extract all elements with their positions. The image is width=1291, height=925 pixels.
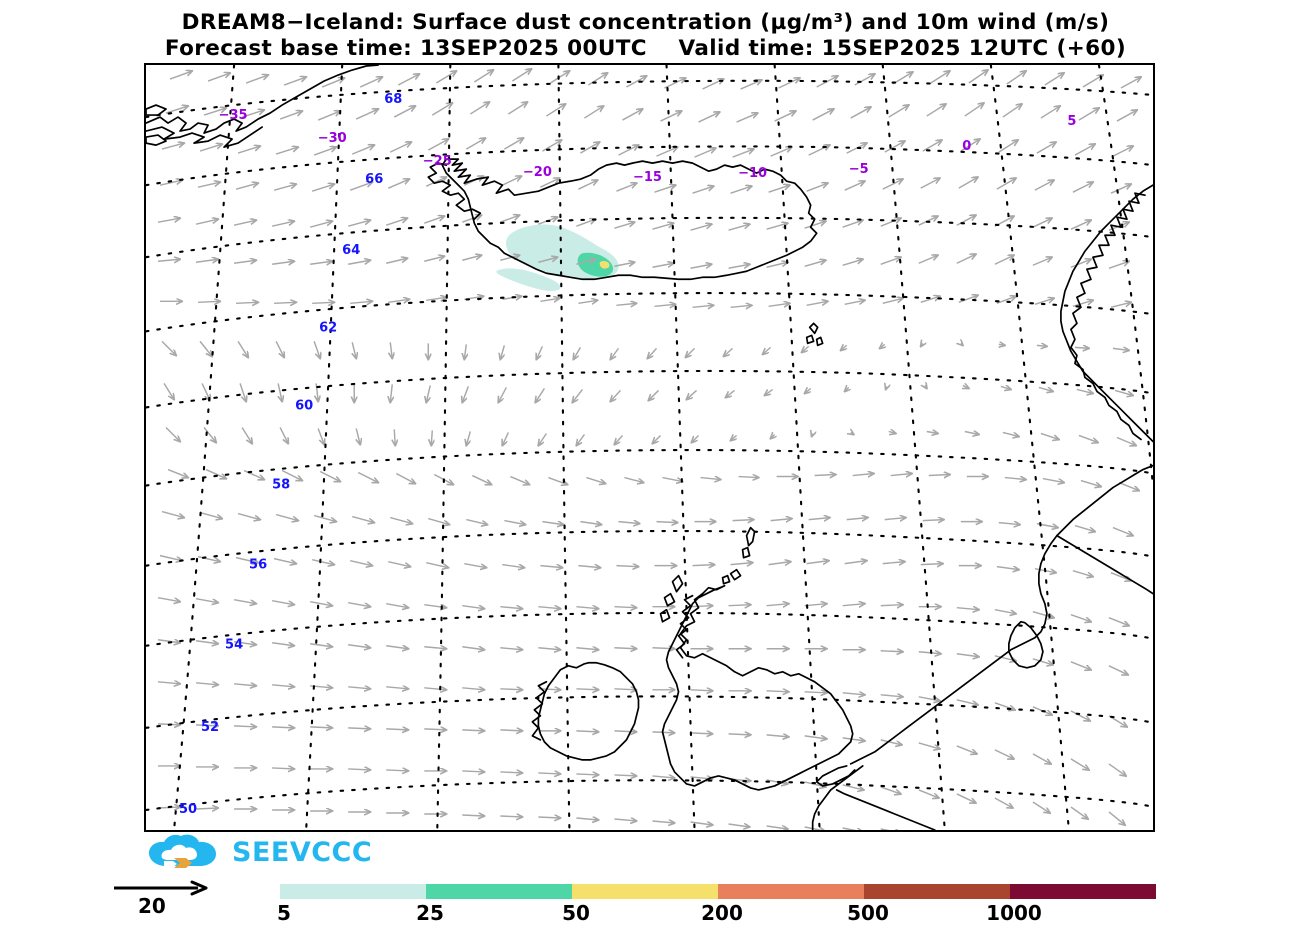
page-title: DREAM8−Iceland: Surface dust concentrati… (181, 10, 1110, 35)
lon-label-5: 5 (1067, 114, 1076, 129)
lon-label-0: 0 (962, 139, 971, 154)
colorbar-band-2 (572, 884, 718, 899)
colorbar-band-0 (280, 884, 426, 899)
meridian-5 (1097, 65, 1153, 487)
meridian-m30 (305, 65, 344, 830)
lat-label-62: 62 (319, 320, 337, 335)
coastline-iceland-westfjords-detail (427, 162, 482, 221)
meridian-0 (989, 65, 1070, 830)
lat-label-64: 64 (342, 243, 360, 258)
coastline-ireland (537, 661, 640, 761)
coastline-faroe-islands (805, 322, 824, 347)
colorbar-band-3 (718, 884, 864, 899)
colorbar-tick-4: 500 (847, 901, 889, 925)
lon-label-m15: −15 (633, 170, 662, 185)
lon-label-m10: −10 (738, 166, 767, 181)
wind-reference-label: 20 (138, 894, 166, 918)
wind-reference-vector: 20 (112, 880, 220, 922)
wind-arrow-icon (114, 880, 208, 896)
chart-title-block: DREAM8−Iceland: Surface dust concentrati… (0, 10, 1291, 62)
parallel-68 (146, 79, 1153, 119)
meridian-m20 (557, 65, 571, 830)
coastline-hebrides (659, 574, 684, 623)
coastline-ireland-west-detail (531, 680, 548, 741)
graticule (146, 65, 1153, 830)
coastline-baltic-approach (1056, 534, 1153, 595)
colorbar-tick-2: 50 (562, 901, 590, 925)
coastlines (146, 65, 1153, 830)
coastline-continental-europe (849, 464, 1153, 765)
coastline-brittany (815, 765, 856, 787)
dust-concentration-field (496, 224, 619, 292)
colorbar-tick-0: 5 (277, 901, 291, 925)
lat-label-68: 68 (384, 92, 402, 107)
coastline-shetland (741, 526, 756, 559)
parallel-54 (146, 611, 1153, 647)
parallel-56 (146, 529, 1153, 567)
wind-vector-field (157, 69, 1141, 830)
meridian-m10 (773, 65, 821, 830)
parallel-60 (146, 369, 1153, 409)
dust-plume-band-25-50 (577, 252, 614, 277)
parallel-52 (146, 695, 1153, 729)
coastline-denmark (1008, 620, 1044, 669)
lon-label-m5: −5 (849, 162, 869, 177)
coastline-biscay (835, 789, 936, 830)
coastline-scotland-west-detail (675, 594, 694, 659)
lat-label-52: 52 (201, 720, 219, 735)
latitude-labels: 68 66 64 62 60 58 56 54 52 50 (179, 92, 402, 817)
colorbar-band-1 (426, 884, 572, 899)
longitude-labels: −35 −30 −25 −20 −15 −10 −5 0 5 (219, 108, 1077, 185)
colorbar-tick-1: 25 (416, 901, 444, 925)
coastline-norway (1060, 184, 1153, 443)
colorbar-tick-labels: 5 25 50 200 500 1000 (277, 901, 1156, 925)
parallel-50 (146, 779, 1153, 812)
colorbar-band-4 (864, 884, 1010, 899)
coastline-orkney (721, 568, 742, 585)
dust-plume-band-5-25-tail (496, 268, 561, 292)
lat-label-56: 56 (249, 558, 267, 573)
lon-label-m25: −25 (423, 154, 452, 169)
coastline-greenland-fringe (146, 126, 263, 148)
colorbar-band-5 (1010, 884, 1156, 899)
dust-plume-core (599, 260, 610, 269)
lat-label-60: 60 (295, 398, 313, 413)
map-panel[interactable]: 68 66 64 62 60 58 56 54 52 50 −35 −30 −2… (144, 63, 1155, 832)
colorbar-tick-3: 200 (701, 901, 743, 925)
colorbar-tick-5: 1000 (986, 901, 1042, 925)
lon-label-m35: −35 (219, 108, 248, 123)
seevccc-logo[interactable]: SEEVCCC (146, 834, 372, 876)
lat-label-66: 66 (365, 172, 383, 187)
meridian-m25 (436, 65, 452, 830)
lat-label-50: 50 (179, 802, 197, 817)
map-canvas: 68 66 64 62 60 58 56 54 52 50 −35 −30 −2… (146, 65, 1153, 830)
meridian-m15 (665, 65, 696, 830)
logo-text: SEEVCCC (232, 837, 373, 868)
forecast-time-subtitle: Forecast base time: 13SEP2025 00UTC Vali… (164, 36, 1127, 62)
parallel-62 (146, 292, 1153, 333)
lat-label-58: 58 (272, 478, 290, 493)
coastline-norway-fjords (1070, 192, 1146, 441)
parallel-64 (146, 216, 1153, 259)
coastline-great-britain (661, 584, 854, 791)
dust-concentration-colorbar (280, 884, 1156, 899)
lon-label-m30: −30 (318, 131, 347, 146)
parallel-58 (146, 449, 1153, 487)
parallel-66 (146, 145, 1153, 187)
lon-label-m20: −20 (523, 165, 552, 180)
lat-label-54: 54 (225, 638, 243, 653)
coastline-iceland (441, 158, 818, 281)
cloud-icon (149, 834, 216, 868)
coastline-greenland (146, 65, 380, 146)
